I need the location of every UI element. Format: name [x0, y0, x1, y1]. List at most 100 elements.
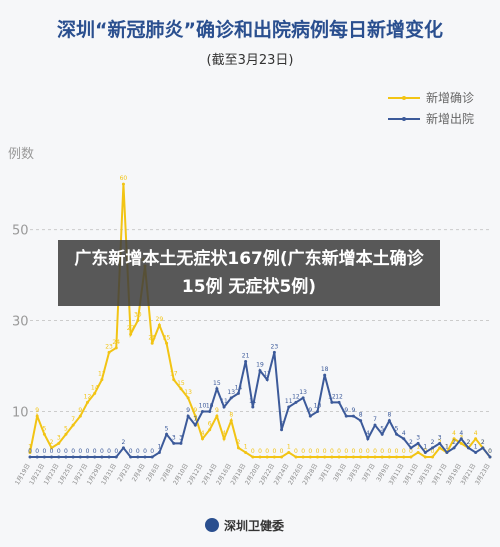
data-label: 9	[35, 407, 39, 414]
point	[215, 387, 219, 391]
data-label: 15	[213, 380, 221, 387]
data-label: 11	[249, 398, 257, 405]
data-label: 27	[127, 325, 135, 332]
point	[366, 455, 370, 459]
point	[121, 446, 125, 450]
point	[474, 437, 478, 441]
point	[86, 455, 89, 459]
point	[452, 446, 456, 450]
point	[330, 400, 334, 404]
data-label: 0	[402, 448, 406, 455]
point	[402, 455, 406, 459]
data-label: 3	[438, 434, 442, 441]
point	[201, 410, 204, 414]
data-label: 23	[105, 343, 113, 350]
data-label: 4	[452, 430, 456, 437]
data-label: 11	[285, 398, 293, 405]
data-label: 1	[416, 443, 420, 450]
data-label: 15	[177, 380, 185, 387]
point	[244, 359, 248, 363]
data-label: 12	[84, 393, 92, 400]
point	[179, 387, 183, 391]
data-label: 0	[93, 448, 97, 455]
data-label: 0	[280, 448, 284, 455]
data-label: 10	[206, 403, 214, 410]
point	[114, 455, 118, 459]
point	[193, 414, 197, 418]
data-label: 0	[57, 448, 61, 455]
data-label: 2	[431, 439, 435, 446]
point	[172, 378, 176, 382]
point	[50, 455, 54, 459]
point	[395, 432, 399, 436]
point	[423, 450, 427, 454]
point	[78, 455, 82, 459]
data-label: 0	[114, 448, 118, 455]
point	[459, 441, 463, 445]
data-label: 1	[445, 443, 449, 450]
data-label: 2	[481, 439, 485, 446]
data-label: 0	[143, 448, 147, 455]
data-label: 0	[308, 448, 312, 455]
data-label: 2	[467, 439, 471, 446]
point	[265, 378, 269, 382]
data-label: 3	[416, 434, 420, 441]
point	[488, 455, 492, 459]
point	[251, 405, 255, 409]
point	[93, 455, 97, 459]
point	[57, 441, 61, 445]
data-label: 11	[220, 398, 228, 405]
point	[71, 423, 75, 427]
data-label: 0	[431, 448, 435, 455]
point	[316, 410, 319, 414]
data-label: 8	[387, 412, 391, 419]
point	[294, 455, 298, 459]
data-label: 0	[136, 448, 140, 455]
point	[150, 341, 154, 345]
data-label: 17	[170, 371, 178, 378]
data-label: 17	[263, 371, 271, 378]
point	[301, 455, 305, 459]
data-label: 0	[323, 448, 327, 455]
data-label: 9	[193, 407, 197, 414]
data-label: 0	[78, 448, 82, 455]
point	[129, 455, 133, 459]
data-label: 0	[387, 448, 391, 455]
data-label: 5	[165, 425, 169, 432]
point	[359, 419, 363, 423]
point	[438, 446, 442, 450]
data-label: 0	[330, 448, 334, 455]
point	[431, 455, 434, 459]
data-label: 0	[409, 448, 413, 455]
point	[208, 410, 212, 414]
point	[445, 450, 449, 454]
point	[423, 455, 427, 459]
data-label: 0	[265, 448, 269, 455]
data-label: 9	[186, 407, 190, 414]
data-label: 0	[50, 448, 54, 455]
data-label: 3	[179, 434, 183, 441]
data-label: 5	[395, 425, 399, 432]
data-label: 2	[50, 439, 54, 446]
data-label: 18	[321, 366, 329, 373]
data-label: 5	[380, 425, 384, 432]
data-label: 4	[474, 430, 478, 437]
data-label: 2	[122, 439, 126, 446]
data-label: 19	[256, 362, 264, 369]
data-label: 10	[314, 403, 322, 410]
data-label: 1	[157, 443, 161, 450]
data-label: 12	[328, 393, 336, 400]
data-label: 10	[199, 403, 207, 410]
point	[287, 405, 291, 409]
data-label: 4	[402, 430, 406, 437]
point	[93, 391, 97, 395]
point	[272, 455, 276, 459]
point	[280, 455, 284, 459]
point	[373, 455, 377, 459]
point	[265, 455, 269, 459]
data-label: 9	[308, 407, 312, 414]
point	[387, 419, 391, 423]
data-label: 13	[227, 389, 235, 396]
data-label: 0	[35, 448, 39, 455]
point	[351, 455, 355, 459]
